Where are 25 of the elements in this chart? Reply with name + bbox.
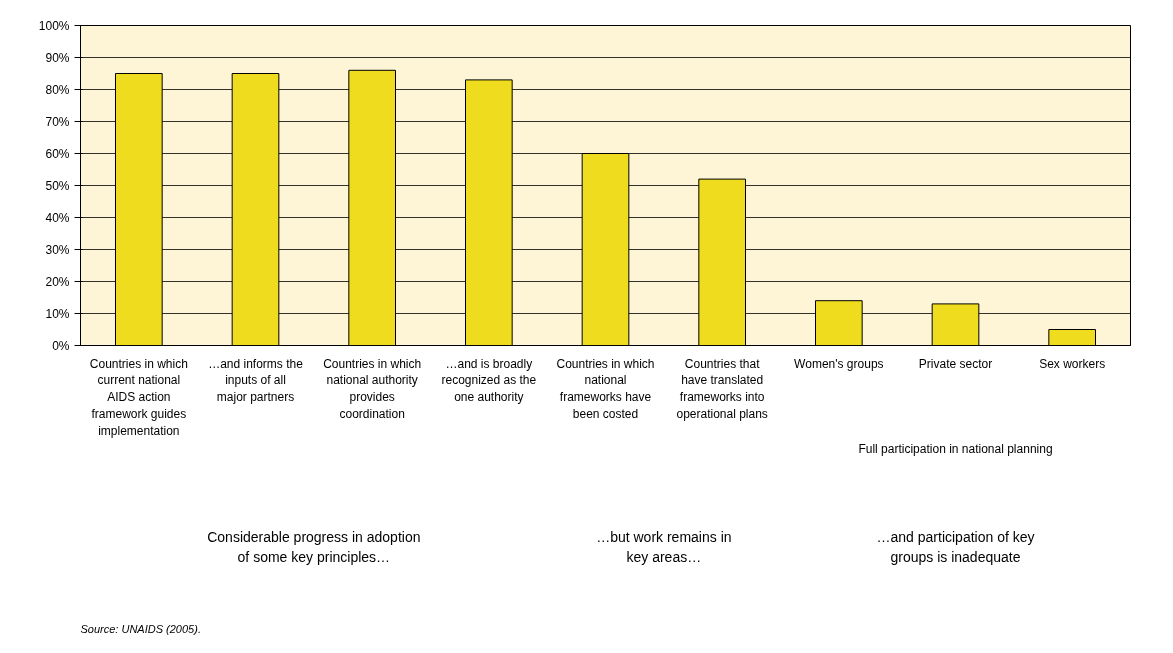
x-tick-label: Countries in which national authority provides coordination bbox=[323, 356, 422, 421]
x-tick-label: Countries in which current national AIDS action framework guides implementation bbox=[89, 356, 188, 438]
y-tick-label: 50% bbox=[45, 178, 70, 193]
y-tick-label: 0% bbox=[52, 338, 70, 353]
x-tick-label: …and informs the inputs of all major partners bbox=[208, 356, 304, 405]
y-tick-label: 90% bbox=[45, 50, 70, 65]
y-tick-label: 20% bbox=[45, 274, 70, 289]
x-tick-label: Private sector bbox=[918, 356, 993, 371]
text: Full participation in national planning bbox=[858, 441, 1053, 456]
y-tick-label: 70% bbox=[45, 114, 70, 129]
x-tick-label: Countries in which national frameworks have been costed bbox=[556, 356, 655, 421]
y-tick-label: 40% bbox=[45, 210, 70, 225]
source-note: Source: UNAIDS (2005). bbox=[80, 622, 201, 635]
y-tick-label: 10% bbox=[45, 306, 70, 321]
x-tick-label: Sex workers bbox=[1039, 356, 1106, 371]
text: …and participation of key groups is inadequate bbox=[876, 528, 1035, 566]
y-tick-label: 100% bbox=[38, 18, 70, 33]
text: Considerable progress in adoption of some key principles… bbox=[207, 528, 421, 566]
y-tick-label: 60% bbox=[45, 146, 70, 161]
x-tick-label: Women's groups bbox=[794, 356, 884, 371]
y-tick-label: 80% bbox=[45, 82, 70, 97]
x-tick-label: …and is broadly recognized as the one authority bbox=[441, 356, 537, 405]
text: …but work remains in key areas… bbox=[596, 528, 732, 566]
y-tick-label: 30% bbox=[45, 242, 70, 257]
x-tick-label: Countries that have translated frameworks into operational plans bbox=[676, 356, 768, 421]
